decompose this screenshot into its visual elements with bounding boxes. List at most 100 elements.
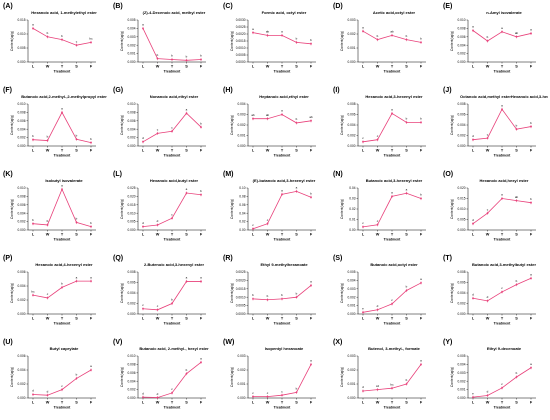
panel-label: (E) xyxy=(443,3,453,10)
significance-letter: c xyxy=(362,221,364,225)
x-tick-label: F xyxy=(90,149,93,153)
x-tick-label: L xyxy=(32,65,35,69)
panel-label: (O) xyxy=(443,171,454,178)
chart-title: Butyl caprylate xyxy=(49,346,79,351)
x-tick-label: F xyxy=(310,65,313,69)
y-axis-title: Content(ug/g) xyxy=(230,31,234,51)
significance-letter: a xyxy=(310,359,312,363)
significance-letter: a xyxy=(362,25,364,29)
x-axis-title: Treatment xyxy=(274,238,292,242)
series-line xyxy=(472,198,532,225)
data-point xyxy=(501,108,503,111)
significance-letter: a xyxy=(391,191,393,195)
y-tick-label: 0.005 xyxy=(348,270,356,274)
data-point xyxy=(46,35,49,38)
chart-svg: 0.005 0.004 0.003 0.002 0.001 0.000 L W T S F Treat… xyxy=(340,270,426,326)
panel-label: (V) xyxy=(113,339,123,346)
x-tick-label: T xyxy=(171,317,174,321)
chart-svg: 0.008 0.006 0.004 0.002 0.000 L W T S F Treatment C… xyxy=(340,102,426,158)
x-tick-label: L xyxy=(142,233,145,237)
y-tick-label: 0.0025 xyxy=(236,25,246,29)
y-tick-label: 0.000 xyxy=(18,144,26,148)
x-tick-label: S xyxy=(75,401,78,405)
y-axis-title: Content(ug/g) xyxy=(450,199,454,219)
x-tick-label: W xyxy=(376,149,380,153)
chart-panel: (B) (Z)-4-Decenoic acid, methyl ester 0.00… xyxy=(110,0,220,84)
panel-label: (R) xyxy=(223,255,233,262)
chart-panel: (N) Butanoic acid,3-hexenyl ester 0.04 0.03… xyxy=(330,168,440,252)
significance-letter: b xyxy=(76,133,78,137)
significance-letter: ab xyxy=(390,30,394,34)
x-tick-label: L xyxy=(252,317,255,321)
data-point xyxy=(156,308,159,311)
y-tick-label: 0.003 xyxy=(348,354,356,358)
panel-label: (A) xyxy=(3,3,13,10)
data-point xyxy=(420,197,422,200)
significance-letter: a xyxy=(76,275,78,279)
significance-letter: d xyxy=(157,392,159,396)
y-tick-label: 0.000 xyxy=(348,396,356,400)
chart-panel: (Q) 2-Butenoic acid,3-hexenyl ester 0.008 0… xyxy=(110,252,220,336)
y-tick-label: 0.002 xyxy=(348,295,356,299)
data-point xyxy=(185,280,188,283)
x-tick-label: W xyxy=(156,149,160,153)
significance-letter: cd xyxy=(376,384,380,388)
data-point xyxy=(61,388,63,391)
chart-title: (Z)-4-Decenoic acid, methyl ester xyxy=(142,10,206,15)
y-tick-label: 0.06 xyxy=(239,203,245,207)
y-axis-title: Content(ug/g) xyxy=(340,199,344,219)
data-point xyxy=(515,283,518,286)
data-point xyxy=(472,297,474,300)
chart-panel: (L) Hexanoic acid,butyl ester 0.025 0.020 0.… xyxy=(110,168,220,252)
x-tick-label: L xyxy=(32,233,35,237)
data-point xyxy=(252,227,254,230)
significance-letter: b xyxy=(47,135,49,139)
x-tick-label: W xyxy=(46,233,50,237)
data-point xyxy=(171,58,173,61)
chart-title: Butanoic acid, 2-methyl-, hexyl ester xyxy=(139,346,209,351)
significance-letter: b xyxy=(530,197,532,201)
data-point xyxy=(46,224,49,226)
significance-letter: c xyxy=(171,126,173,130)
chart-panel: (O) Hexanoic acid,hexyl ester 0.020 0.015 0.… xyxy=(440,168,550,252)
x-tick-label: S xyxy=(405,401,408,405)
y-tick-label: 0.000 xyxy=(458,396,466,400)
y-axis-title: Content(ug/g) xyxy=(450,31,454,51)
data-point xyxy=(310,363,312,366)
chart-title: Nonanoic acid,ethyl ester xyxy=(149,94,199,99)
significance-letter: b xyxy=(406,34,408,38)
x-tick-label: T xyxy=(171,65,174,69)
x-tick-label: S xyxy=(295,65,298,69)
y-tick-label: 0.001 xyxy=(128,52,136,56)
y-tick-label: 0.000 xyxy=(18,396,26,400)
y-tick-label: 0.004 xyxy=(348,123,356,127)
significance-letter: b xyxy=(186,55,188,59)
y-tick-label: 0.00 xyxy=(349,228,355,232)
x-tick-label: W xyxy=(486,65,490,69)
data-point xyxy=(362,311,364,314)
data-point xyxy=(376,38,379,41)
data-point xyxy=(472,396,474,399)
y-tick-label: 0.015 xyxy=(18,18,26,22)
chart-title: Ethyl 9-methylhexanoate xyxy=(260,262,308,267)
significance-letter: b xyxy=(47,219,49,223)
significance-letter: b xyxy=(310,38,312,42)
chart-title: Butanoic acid,octyl ester xyxy=(370,262,418,267)
data-point xyxy=(266,395,269,398)
y-tick-label: 0.002 xyxy=(128,136,136,140)
y-tick-label: 0.04 xyxy=(239,211,245,215)
panel-label: (T) xyxy=(443,255,452,262)
x-tick-label: T xyxy=(281,65,284,69)
data-point xyxy=(391,387,393,390)
y-tick-label: 0.004 xyxy=(128,291,136,295)
y-tick-label: 0.010 xyxy=(128,211,136,215)
x-tick-label: L xyxy=(472,65,475,69)
significance-letter: b xyxy=(267,294,269,298)
significance-letter: b xyxy=(406,285,408,289)
x-tick-label: W xyxy=(376,233,380,237)
chart-panel: (S) Butanoic acid,octyl ester 0.005 0.004 0.… xyxy=(330,252,440,336)
x-tick-label: F xyxy=(90,65,93,69)
y-tick-label: 0.008 xyxy=(18,195,26,199)
panel-label: (I) xyxy=(333,87,340,94)
x-tick-label: W xyxy=(266,317,270,321)
